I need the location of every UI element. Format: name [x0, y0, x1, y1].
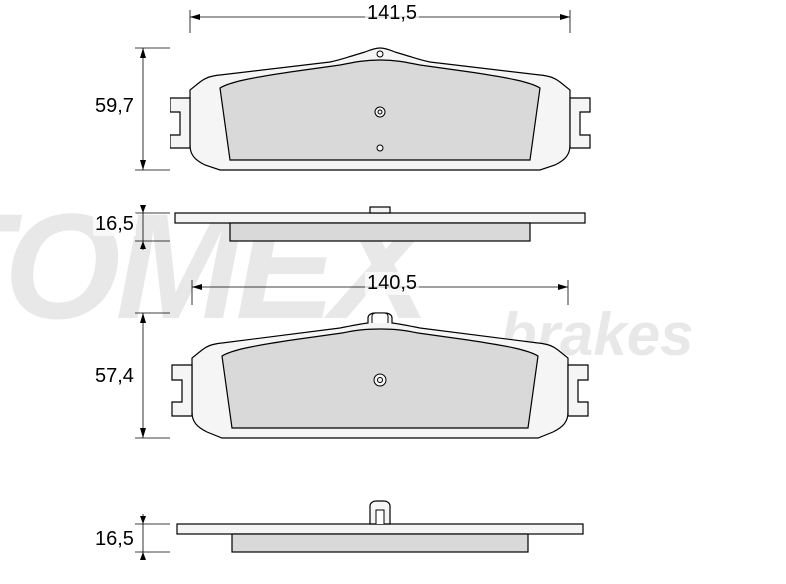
top-width-label: 141,5	[365, 2, 419, 25]
bottom-thick-label: 16,5	[93, 528, 136, 551]
top-pad-side	[170, 205, 600, 250]
bottom-pad-front	[170, 310, 600, 455]
top-thick-label: 16,5	[93, 213, 136, 236]
bottom-height-label: 57,4	[93, 365, 136, 388]
bottom-width-label: 140,5	[365, 272, 419, 295]
top-pad-front	[170, 40, 600, 190]
bottom-pad-side	[170, 500, 600, 560]
top-height-label: 59,7	[93, 95, 136, 118]
